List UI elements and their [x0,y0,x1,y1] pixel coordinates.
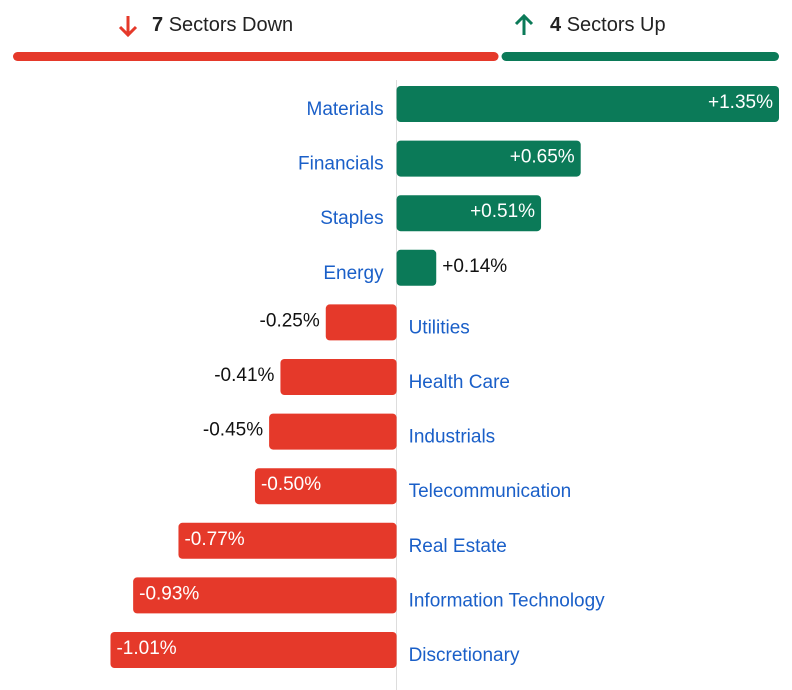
category-label: Real Estate [409,536,507,557]
category-label: Financials [298,154,384,175]
value-label: -0.50% [261,474,321,495]
category-label: Utilities [409,317,470,338]
category-label: Staples [320,208,383,229]
category-label: Telecommunication [409,481,572,502]
value-label: -1.01% [116,638,176,659]
value-label: +0.14% [442,256,507,277]
category-label: Health Care [409,372,510,393]
value-label: -0.93% [139,583,199,604]
bar [280,359,397,395]
bar [396,195,542,232]
bar [110,632,397,668]
category-label: Materials [307,99,384,120]
value-label: -0.77% [184,529,244,550]
up-arrow-icon [514,13,534,35]
category-label: Discretionary [409,645,520,666]
bar [396,249,437,286]
bar [269,413,397,450]
category-label: Industrials [409,427,496,448]
category-label: Information Technology [409,590,606,611]
value-label: +0.65% [510,147,575,168]
up-label: Sectors Up [567,14,666,36]
category-label: Energy [323,263,384,284]
value-label: -0.41% [214,365,274,386]
value-label: -0.25% [260,310,320,331]
bar [396,140,581,177]
down-share-bar [13,52,499,61]
down-summary: 7 Sectors Down [152,14,293,36]
value-label: +1.35% [708,92,773,113]
up-summary: 4 Sectors Up [550,14,666,36]
bar [178,522,397,559]
up-count: 4 [550,14,562,36]
value-label: -0.45% [203,420,263,441]
up-share-bar [501,52,779,61]
down-label: Sectors Down [169,14,294,36]
down-count: 7 [152,14,163,36]
bar [254,468,397,505]
down-arrow-icon [118,16,138,38]
bar [325,304,397,341]
bar [396,86,779,122]
value-label: +0.51% [470,201,535,222]
bar [133,577,397,614]
